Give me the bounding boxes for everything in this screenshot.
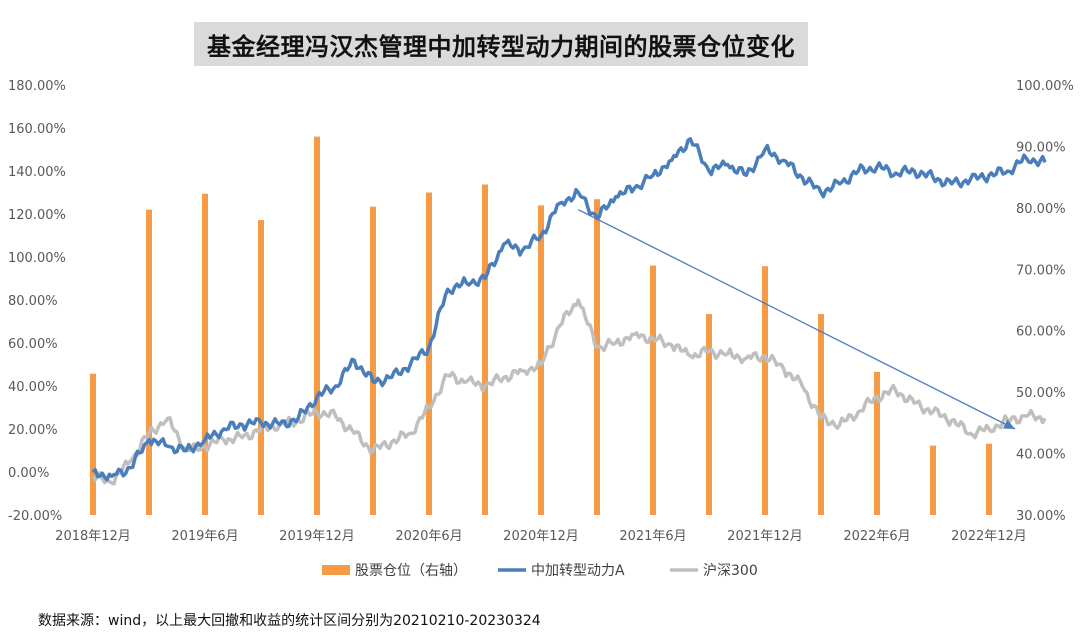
legend-label: 沪深300 bbox=[703, 563, 758, 579]
position-bar bbox=[482, 184, 488, 515]
x-tick-label: 2021年12月 bbox=[727, 529, 803, 544]
position-bar bbox=[538, 205, 544, 515]
left-tick-label: 20.00% bbox=[8, 423, 58, 438]
left-tick-label: 40.00% bbox=[8, 380, 58, 395]
position-bar bbox=[650, 265, 656, 515]
lines-layer bbox=[91, 137, 1047, 486]
trend-arrow-head bbox=[1002, 419, 1015, 429]
source-note: 数据来源：wind，以上最大回撤和收益的统计区间分别为20210210-2023… bbox=[38, 613, 541, 629]
left-tick-label: 160.00% bbox=[8, 122, 66, 137]
bars-layer bbox=[90, 136, 992, 515]
chart-title: 基金经理冯汉杰管理中加转型动力期间的股票仓位变化 bbox=[207, 32, 795, 61]
position-bar bbox=[146, 209, 152, 515]
position-bar bbox=[930, 445, 936, 515]
index-line bbox=[91, 298, 1047, 486]
right-tick-label: 50.00% bbox=[1016, 386, 1066, 401]
left-axis-ticks: -20.00% 0.00% 20.00% 40.00% 60.00% 80.00% 100.… bbox=[8, 79, 66, 524]
position-bar bbox=[594, 199, 600, 515]
x-tick-label: 2022年6月 bbox=[843, 529, 910, 544]
position-bar bbox=[314, 136, 320, 515]
right-tick-label: 60.00% bbox=[1016, 325, 1066, 340]
position-bar bbox=[426, 192, 432, 515]
position-bar bbox=[706, 314, 712, 515]
position-bar bbox=[874, 371, 880, 515]
left-tick-label: 100.00% bbox=[8, 251, 66, 266]
right-tick-label: 40.00% bbox=[1016, 448, 1066, 463]
position-bar bbox=[90, 373, 96, 515]
x-tick-label: 2020年6月 bbox=[395, 529, 462, 544]
right-tick-label: 90.00% bbox=[1016, 140, 1066, 155]
position-bar bbox=[986, 443, 992, 515]
right-tick-label: 70.00% bbox=[1016, 263, 1066, 278]
x-tick-label: 2021年6月 bbox=[619, 529, 686, 544]
legend-label: 中加转型动力A bbox=[531, 563, 625, 579]
position-bar bbox=[258, 220, 264, 515]
x-tick-label: 2019年12月 bbox=[279, 529, 355, 544]
x-axis-ticks: 2018年12月 2019年6月 2019年12月 2020年6月 2020年12月 20… bbox=[55, 529, 1027, 544]
arrow-layer bbox=[578, 209, 1016, 430]
right-tick-label: 100.00% bbox=[1016, 79, 1074, 94]
trend-arrow-line bbox=[578, 209, 1016, 430]
position-bar bbox=[202, 193, 208, 515]
x-tick-label: 2018年12月 bbox=[55, 529, 131, 544]
right-tick-label: 30.00% bbox=[1016, 509, 1066, 524]
position-bar bbox=[370, 206, 376, 515]
position-bar bbox=[762, 266, 768, 515]
right-axis-ticks: 30.00% 40.00% 50.00% 60.00% 70.00% 80.00% 90.0… bbox=[1016, 79, 1074, 524]
left-tick-label: 60.00% bbox=[8, 337, 58, 352]
legend-swatch-position bbox=[322, 565, 350, 575]
chart-title-box: 基金经理冯汉杰管理中加转型动力期间的股票仓位变化 bbox=[194, 22, 808, 66]
left-tick-label: 140.00% bbox=[8, 165, 66, 180]
left-tick-label: 120.00% bbox=[8, 208, 66, 223]
legend: 股票仓位（右轴） 中加转型动力A 沪深300 bbox=[322, 563, 758, 579]
x-tick-label: 2020年12月 bbox=[503, 529, 579, 544]
x-tick-label: 2022年12月 bbox=[951, 529, 1027, 544]
legend-label: 股票仓位（右轴） bbox=[355, 563, 467, 579]
left-tick-label: 80.00% bbox=[8, 294, 58, 309]
left-tick-label: 0.00% bbox=[8, 466, 49, 481]
fund-line bbox=[91, 137, 1047, 482]
left-tick-label: -20.00% bbox=[8, 509, 62, 524]
x-tick-label: 2019年6月 bbox=[171, 529, 238, 544]
left-tick-label: 180.00% bbox=[8, 79, 66, 94]
right-tick-label: 80.00% bbox=[1016, 202, 1066, 217]
